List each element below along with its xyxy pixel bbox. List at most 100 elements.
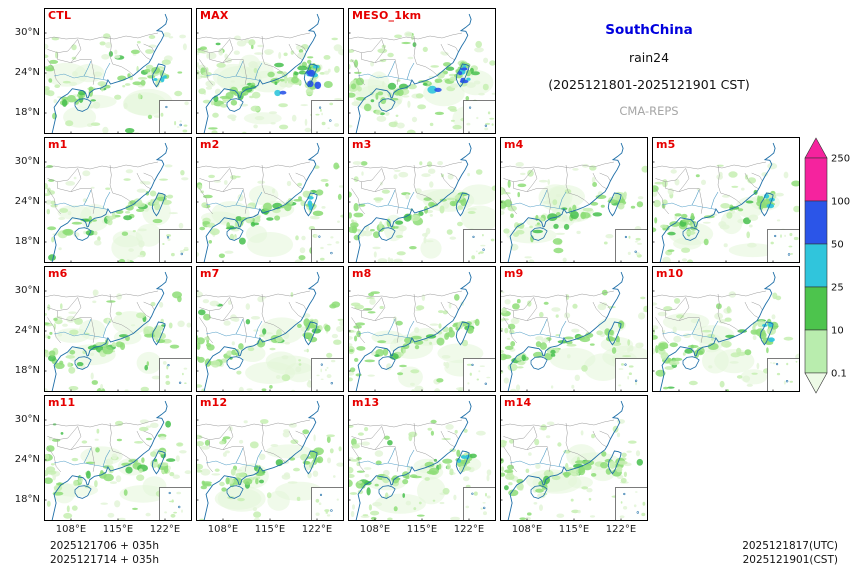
map-panel-m9: m9: [500, 266, 648, 392]
panel-label: m5: [656, 138, 676, 151]
map: [348, 266, 496, 392]
lon-tick-label: 115°E: [102, 524, 134, 535]
map-panel-m3: m3: [348, 137, 496, 263]
map: [196, 395, 344, 521]
lat-tick-label: 18°N: [14, 494, 40, 505]
map-panel-m11: m11: [44, 395, 192, 521]
map: [348, 8, 496, 134]
lat-tick-label: 18°N: [14, 365, 40, 376]
title-variable: rain24: [628, 50, 670, 65]
colorbar-segment: [804, 243, 828, 288]
panel-label: m7: [200, 267, 220, 280]
panel-label: m10: [656, 267, 684, 280]
map-panel-CTL: CTL: [44, 8, 192, 134]
init-time-1: 2025121706 + 035h: [50, 540, 159, 552]
panel-label: m8: [352, 267, 372, 280]
map-panel-m5: m5: [652, 137, 800, 263]
map-panel-m4: m4: [500, 137, 648, 263]
init-times: 2025121706 + 035h 2025121714 + 035h: [50, 540, 159, 567]
lat-tick-label: 24°N: [14, 454, 40, 465]
lon-tick-label: 108°E: [359, 524, 391, 535]
panel-label: m4: [504, 138, 524, 151]
colorbar-segment: [804, 157, 828, 202]
map-panel-m13: m13: [348, 395, 496, 521]
colorbar-tick-label: 10: [831, 326, 844, 337]
lon-tick-label: 108°E: [511, 524, 543, 535]
panel-label: m14: [504, 396, 532, 409]
colorbar-legend: 250 100 50 25 10 0.1: [804, 137, 850, 394]
panel-label: m9: [504, 267, 524, 280]
lat-tick-label: 24°N: [14, 325, 40, 336]
map: [500, 395, 648, 521]
map: [44, 8, 192, 134]
map: [44, 395, 192, 521]
lat-tick-label: 30°N: [14, 285, 40, 296]
colorbar-segment: [804, 329, 828, 374]
lon-tick-label: 122°E: [301, 524, 333, 535]
map: [348, 137, 496, 263]
valid-times: 2025121817(UTC) 2025121901(CST): [742, 540, 838, 567]
colorbar-tick-label: 250: [831, 154, 850, 165]
lat-tick-label: 18°N: [14, 236, 40, 247]
lon-tick-label: 115°E: [558, 524, 590, 535]
lon-tick-label: 115°E: [406, 524, 438, 535]
map: [652, 266, 800, 392]
lat-tick-label: 30°N: [14, 27, 40, 38]
panel-label: m12: [200, 396, 228, 409]
map-panel-m6: m6: [44, 266, 192, 392]
init-time-2: 2025121714 + 035h: [50, 553, 159, 566]
panel-label: m11: [48, 396, 76, 409]
colorbar-tick-label: 100: [831, 197, 850, 208]
lat-tick-label: 30°N: [14, 414, 40, 425]
map: [44, 137, 192, 263]
title-region: SouthChina: [605, 22, 693, 38]
lon-tick-label: 115°E: [254, 524, 286, 535]
map: [196, 137, 344, 263]
lon-tick-label: 108°E: [55, 524, 87, 535]
lon-tick-label: 108°E: [207, 524, 239, 535]
map-panel-MESO_1km: MESO_1km: [348, 8, 496, 134]
colorbar-tick-label: 0.1: [831, 369, 847, 380]
panel-label: m13: [352, 396, 380, 409]
lat-tick-label: 30°N: [14, 156, 40, 167]
map-panel-m14: m14: [500, 395, 648, 521]
lat-tick-label: 24°N: [14, 67, 40, 78]
map-panel-m8: m8: [348, 266, 496, 392]
colorbar-segment: [804, 286, 828, 331]
map: [500, 137, 648, 263]
map-panel-m1: m1: [44, 137, 192, 263]
lat-tick-label: 24°N: [14, 196, 40, 207]
title-period: (2025121801-2025121901 CST): [548, 77, 750, 92]
map-panel-m10: m10: [652, 266, 800, 392]
colorbar-bottom-arrow: [804, 372, 828, 394]
panel-label: m2: [200, 138, 220, 151]
lon-tick-label: 122°E: [149, 524, 181, 535]
map-panel-MAX: MAX: [196, 8, 344, 134]
panel-label: m3: [352, 138, 372, 151]
map: [652, 137, 800, 263]
valid-time-cst: 2025121901(CST): [742, 553, 838, 566]
title-block: SouthChina rain24 (2025121801-2025121901…: [500, 22, 798, 118]
map: [196, 8, 344, 134]
map: [500, 266, 648, 392]
colorbar-top-arrow: [804, 137, 828, 159]
colorbar-tick-label: 50: [831, 240, 844, 251]
panel-label: MAX: [200, 9, 229, 22]
map-panel-m12: m12: [196, 395, 344, 521]
map-panel-m2: m2: [196, 137, 344, 263]
valid-time-utc: 2025121817(UTC): [742, 540, 838, 552]
colorbar-tick-label: 25: [831, 283, 844, 294]
colorbar-segment: [804, 200, 828, 245]
map: [196, 266, 344, 392]
map: [348, 395, 496, 521]
panel-label: m1: [48, 138, 68, 151]
map-panel-m7: m7: [196, 266, 344, 392]
lon-tick-label: 122°E: [453, 524, 485, 535]
panel-label: m6: [48, 267, 68, 280]
panel-label: CTL: [48, 9, 72, 22]
map: [44, 266, 192, 392]
lat-tick-label: 18°N: [14, 107, 40, 118]
title-system: CMA-REPS: [619, 104, 679, 118]
panel-label: MESO_1km: [352, 9, 422, 22]
